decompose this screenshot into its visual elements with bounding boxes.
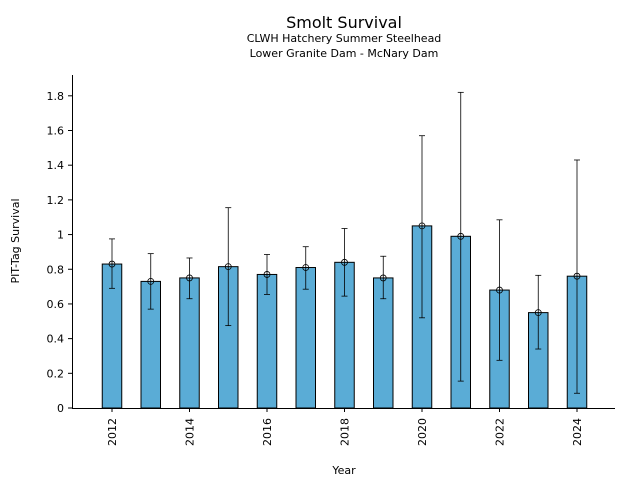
y-tick-label: 1.2 bbox=[47, 194, 65, 207]
x-tick-label: 2022 bbox=[494, 418, 507, 446]
point-marker-2022 bbox=[496, 286, 503, 294]
point-marker-2017 bbox=[302, 264, 310, 271]
point-marker-2014 bbox=[186, 274, 193, 282]
y-tick-label: 0.4 bbox=[47, 333, 65, 346]
point-marker-2016 bbox=[263, 271, 271, 278]
x-tick-label: 2012 bbox=[106, 418, 119, 446]
y-tick-label: 0 bbox=[57, 402, 64, 415]
y-tick-label: 1.8 bbox=[47, 90, 65, 103]
x-tick-label: 2014 bbox=[184, 418, 197, 446]
chart-subtitle-line-2: Lower Granite Dam - McNary Dam bbox=[250, 47, 439, 60]
point-marker-2013 bbox=[147, 277, 155, 285]
point-marker-2012 bbox=[108, 260, 116, 268]
point-marker-2018 bbox=[341, 258, 348, 266]
point-marker-2021 bbox=[457, 232, 465, 240]
y-tick-label: 1.4 bbox=[47, 159, 65, 172]
y-tick-label: 1.6 bbox=[47, 125, 65, 138]
y-axis-label: PIT-Tag Survival bbox=[9, 198, 22, 283]
x-tick-label: 2024 bbox=[571, 418, 584, 446]
chart-subtitle-line-1: CLWH Hatchery Summer Steelhead bbox=[247, 32, 442, 45]
x-axis-ticks: 2012 2014 2016 2018 2020 2022 2024 bbox=[106, 408, 584, 446]
y-tick-label: 0.8 bbox=[47, 263, 65, 276]
x-tick-label: 2016 bbox=[261, 418, 274, 446]
point-marker-2024 bbox=[573, 272, 581, 280]
point-marker-2019 bbox=[379, 274, 387, 282]
x-tick-label: 2018 bbox=[339, 418, 352, 446]
point-marker-2020 bbox=[418, 222, 426, 230]
chart-title: Smolt Survival bbox=[286, 13, 402, 32]
y-tick-label: 0.2 bbox=[47, 367, 65, 380]
point-marker-2015 bbox=[224, 263, 232, 271]
y-tick-label: 0.6 bbox=[47, 298, 65, 311]
error-bar-group bbox=[108, 91, 581, 394]
x-tick-label: 2020 bbox=[416, 418, 429, 446]
y-axis-ticks: 0 0.2 0.4 0.6 0.8 1 1.2 1.4 1.6 1.8 bbox=[47, 90, 72, 415]
x-axis-label: Year bbox=[331, 464, 356, 477]
y-tick-label: 1 bbox=[57, 229, 64, 242]
point-marker-2023 bbox=[534, 309, 542, 317]
